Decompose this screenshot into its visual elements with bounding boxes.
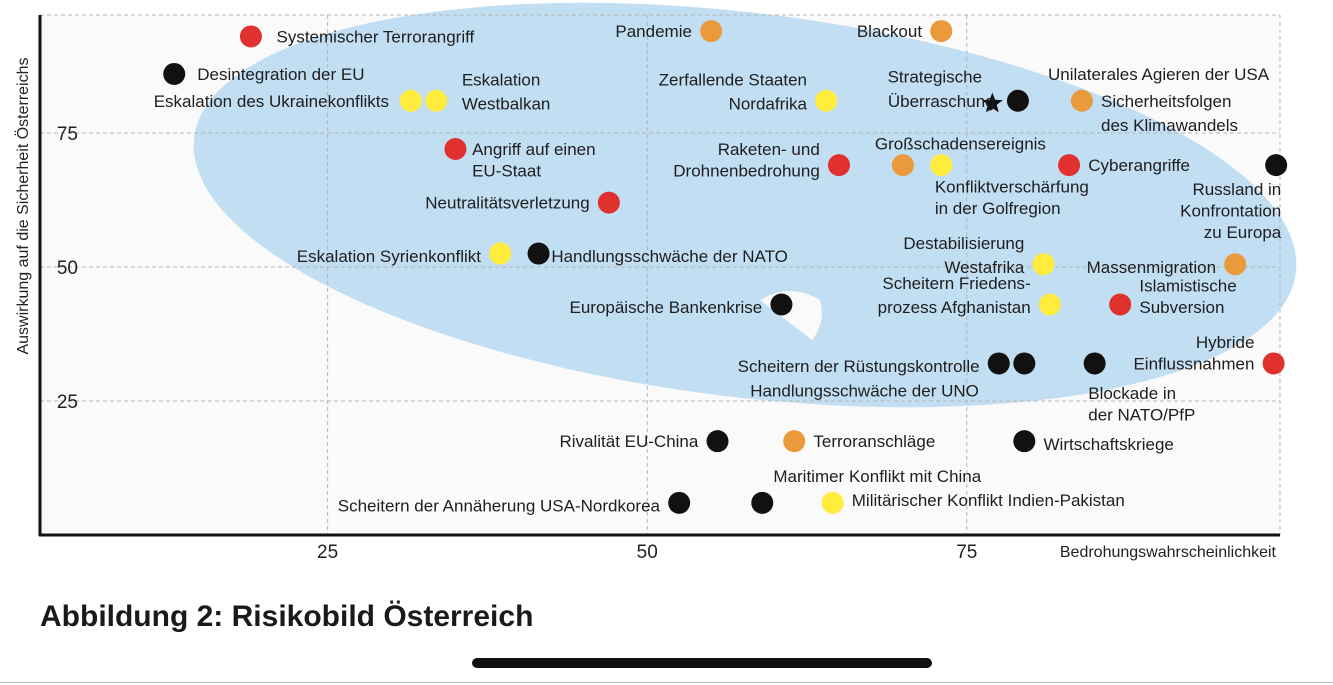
point-label: Europäische Bankenkrise [569,298,762,317]
data-point [1083,352,1106,375]
data-point [987,352,1010,375]
bottom-divider [0,682,1333,683]
data-point [827,154,850,177]
point-label: Terroranschläge [813,432,935,451]
point-label: Scheitern der Rüstungskontrolle [738,357,980,376]
point-label: Konfrontation [1180,202,1281,221]
y-tick-label: 75 [57,124,78,145]
point-label: Eskalation [462,70,540,89]
risk-scatter-chart: 25 50 75 25 50 75 Systemischer Terrorangriff P… [14,2,1297,563]
data-point [1006,89,1029,112]
point-label: Systemischer Terrorangriff [276,27,474,46]
point-label: EU-Staat [472,161,541,180]
x-tick-label: 50 [637,542,658,563]
x-tick-label: 75 [956,542,977,563]
point-label: Großschadensereignis [875,135,1046,154]
point-label: Unilaterales Agieren der USA [1048,65,1270,84]
point-label: der NATO/PfP [1088,405,1195,424]
point-label: Destabilisierung [903,234,1024,253]
point-label: Scheitern Friedens- [882,274,1030,293]
data-point [770,293,793,316]
point-label: Raketen- und [718,140,820,159]
data-point [668,491,691,514]
point-label: Pandemie [615,22,692,41]
point-label: Cyberangriffe [1088,156,1190,175]
point-label: Militärischer Konflikt Indien-Pakistan [852,491,1125,510]
data-point [1070,89,1093,112]
point-label: Blockade in [1088,384,1176,403]
point-label: Neutralitätsverletzung [425,194,589,213]
point-label: Desintegration der EU [197,65,364,84]
point-label: Subversion [1139,298,1224,317]
home-indicator[interactable] [472,658,932,668]
grid-lines [40,14,1281,535]
point-label: des Klimawandels [1101,116,1238,135]
data-point [1224,253,1247,276]
point-label: prozess Afghanistan [878,298,1031,317]
data-point [1013,352,1036,375]
data-point [700,20,723,43]
figure-caption: Abbildung 2: Risikobild Österreich [40,600,534,633]
point-label: Scheitern der Annäherung USA-Nordkorea [338,497,661,516]
point-label: Einflussnahmen [1133,354,1254,373]
point-label: Angriff auf einen [472,140,596,159]
point-label: Konfliktverschärfung [935,178,1089,197]
point-label: Westbalkan [462,94,551,113]
data-point [399,89,422,112]
point-label: Drohnenbedrohung [673,161,820,180]
point-label: Strategische [888,68,983,87]
star-marker [981,92,1003,113]
y-tick-label: 50 [57,258,78,279]
data-point [597,191,620,214]
data-point [783,430,806,453]
data-point [1038,293,1061,316]
point-label: Eskalation Syrienkonflikt [297,247,482,266]
point-label: Handlungsschwäche der UNO [750,381,979,400]
x-tick-label: 25 [317,542,338,563]
data-points [163,20,1288,514]
data-point [706,430,729,453]
point-label: Wirtschaftskriege [1044,435,1174,454]
point-label: Sicherheitsfolgen [1101,92,1231,111]
point-label: Russland in [1192,180,1281,199]
data-point [444,138,467,161]
data-point [930,20,953,43]
data-point [163,62,186,85]
data-point [425,89,448,112]
data-point [891,154,914,177]
data-point [239,25,262,48]
data-point [1032,253,1055,276]
point-label: Rivalität EU-China [559,432,698,451]
data-point [1262,352,1285,375]
point-labels: Systemischer Terrorangriff Pandemie Blacko… [154,22,1282,515]
x-axis-label: Bedrohungswahrscheinlichkeit [1060,544,1277,561]
point-label: Nordafrika [729,94,808,113]
point-label: Eskalation des Ukrainekonflikts [154,92,389,111]
data-point [1265,154,1288,177]
data-point [1058,154,1081,177]
point-label: Hybride [1196,333,1255,352]
data-point [930,154,953,177]
y-axis-label: Auswirkung auf die Sicherheit Österreich… [14,57,32,354]
point-label: Islamistische [1139,277,1236,296]
point-label: Massenmigration [1087,258,1216,277]
axes: 25 50 75 25 50 75 [38,15,1280,563]
data-point [821,491,844,514]
point-label: Zerfallende Staaten [659,70,807,89]
point-label: Handlungsschwäche der NATO [551,247,788,266]
data-point [527,242,550,265]
point-label: in der Golfregion [935,199,1061,218]
data-point [1109,293,1132,316]
data-point [489,242,512,265]
point-label: Westafrika [944,258,1025,277]
point-label: Maritimer Konflikt mit China [773,467,981,486]
point-label: Überraschung [888,92,995,111]
point-label: zu Europa [1204,223,1282,242]
data-point [815,89,838,112]
y-tick-label: 25 [57,392,78,413]
data-point [751,491,774,514]
data-point [1013,430,1036,453]
point-label: Blackout [857,22,922,41]
